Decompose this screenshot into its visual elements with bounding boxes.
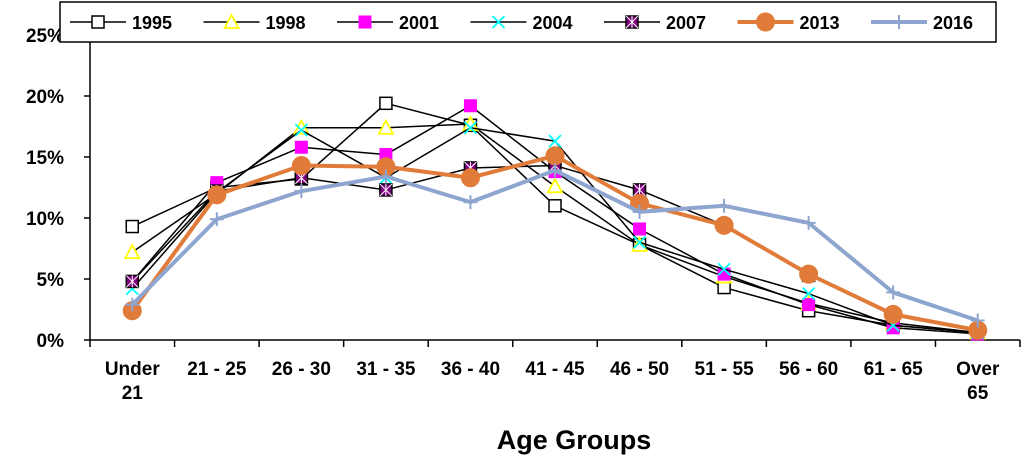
x-axis-title: Age Groups (497, 425, 652, 455)
legend-label: 2004 (533, 13, 573, 33)
data-point-marker (209, 212, 224, 227)
data-point-marker (491, 15, 506, 29)
data-point-marker (756, 12, 775, 32)
data-point-marker (886, 285, 901, 300)
axes: 0% 5% 10% 15% 20% 25% Under 21 21 - 25 26 - 30 31 … (26, 25, 1021, 404)
y-tick-label: 20% (26, 87, 64, 108)
data-point-marker (801, 215, 816, 230)
data-point-marker (294, 140, 308, 154)
data-point-marker (379, 96, 393, 111)
data-point-marker (222, 13, 241, 29)
data-point-marker (970, 313, 985, 328)
y-tick-label: 5% (37, 270, 65, 291)
data-point-marker (123, 243, 141, 260)
data-point-marker (125, 274, 140, 289)
data-point-marker (378, 169, 393, 184)
data-point-marker (717, 198, 732, 213)
data-point-marker (125, 297, 140, 312)
data-point-marker (632, 235, 647, 250)
legend-label: 1998 (266, 13, 306, 33)
x-tick-label: 41 - 45 (525, 359, 585, 380)
legend-label: 2016 (933, 13, 973, 33)
data-point-marker (125, 219, 140, 234)
legend-item-1998: 1998 (203, 13, 306, 33)
data-point-marker (463, 195, 478, 210)
legend-box (59, 1, 997, 43)
data-point-marker (463, 99, 477, 113)
data-point-marker (207, 185, 227, 205)
data-point-marker (379, 183, 393, 197)
data-point-marker (714, 215, 734, 235)
x-tick-label: 46 - 50 (610, 359, 669, 380)
x-tick-label: Over 65 (956, 359, 1000, 404)
data-point-marker (632, 204, 647, 219)
data-point-marker (631, 235, 649, 252)
data-point-marker (463, 121, 478, 135)
data-point-marker (802, 298, 816, 312)
x-tick-label: 56 - 60 (779, 359, 838, 380)
legend-item-2001: 2001 (337, 13, 439, 33)
y-tick-label: 25% (26, 26, 64, 47)
legend-label: 2007 (666, 13, 706, 33)
data-point-marker (717, 262, 731, 276)
legend-item-2013: 2013 (737, 12, 840, 33)
data-point-marker (633, 222, 647, 236)
legend: 1995 1998 2001 2004 2007 2013 2016 (59, 1, 997, 43)
x-tick-label: Under 21 (105, 359, 161, 404)
data-point-marker (801, 287, 816, 301)
data-point-marker (91, 15, 105, 29)
x-tick-label: 26 - 30 (272, 359, 331, 380)
x-tick-label: 61 - 65 (864, 359, 924, 380)
legend-item-1995: 1995 (70, 13, 172, 33)
y-tick-label: 0% (37, 331, 65, 352)
data-point-marker (883, 304, 903, 324)
data-point-marker (294, 184, 309, 199)
data-point-marker (460, 168, 480, 188)
x-tick-label: 31 - 35 (356, 359, 416, 380)
legend-item-2004: 2004 (470, 13, 573, 33)
legend-label: 2001 (399, 13, 439, 33)
x-tick-label: 36 - 40 (441, 359, 500, 380)
data-point-marker (548, 199, 562, 213)
data-point-marker (548, 134, 562, 148)
data-point-marker (294, 123, 309, 137)
x-tick-label: 51 - 55 (695, 359, 755, 380)
data-point-marker (546, 177, 564, 194)
legend-item-2016: 2016 (871, 13, 973, 33)
data-point-marker (548, 163, 562, 178)
data-point-marker (291, 156, 311, 176)
y-tick-label: 15% (26, 148, 64, 169)
y-tick-label: 10% (26, 209, 64, 230)
legend-label: 1995 (132, 13, 172, 33)
data-point-marker (625, 15, 639, 29)
data-point-marker (799, 264, 819, 284)
series-2016 (125, 163, 985, 328)
series-layer (122, 96, 988, 341)
data-point-marker (892, 15, 906, 29)
data-point-marker (377, 118, 395, 135)
x-tick-label: 21 - 25 (187, 359, 247, 380)
data-point-marker (358, 15, 372, 29)
legend-item-2007: 2007 (604, 13, 706, 33)
data-point-marker (545, 146, 565, 166)
legend-label: 2013 (800, 13, 840, 33)
series-2013 (122, 146, 988, 340)
